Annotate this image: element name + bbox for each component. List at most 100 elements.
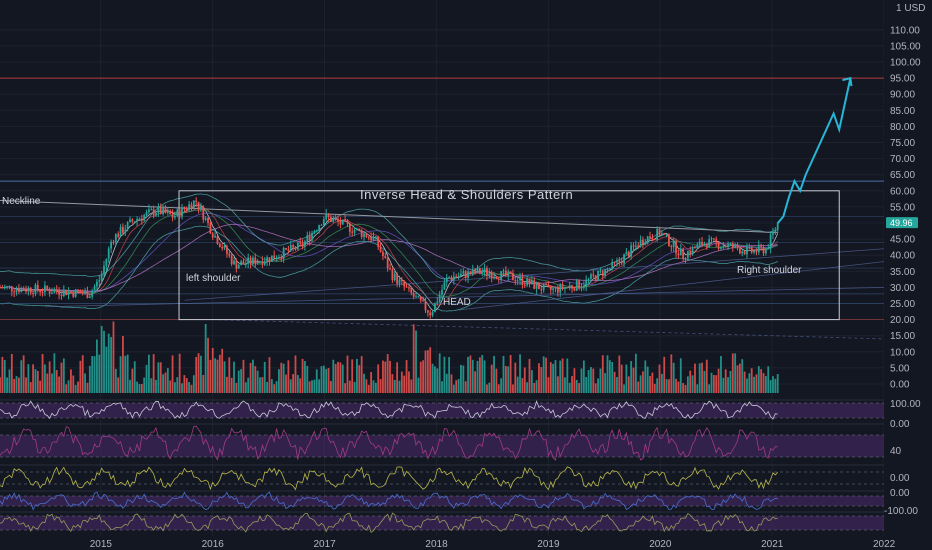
candle-body (701, 241, 703, 246)
osc3-pane-line (0, 512, 778, 534)
volume-bar (242, 359, 245, 393)
candle-body (722, 245, 725, 248)
candle-body (124, 229, 127, 233)
moving-average-line (0, 223, 778, 292)
volume-bar (727, 377, 729, 393)
volume-bar (460, 364, 462, 393)
volume-bar (438, 353, 441, 393)
candle-body (623, 254, 625, 264)
candle-body (594, 275, 597, 281)
candle-body (44, 285, 46, 293)
volume-bar (698, 363, 701, 393)
volume-bar (415, 330, 417, 393)
volume-bar (143, 377, 146, 393)
volume-bar (691, 375, 694, 393)
pane-tick-label: 100.00 (890, 399, 921, 410)
candle-body (41, 292, 44, 294)
candle-body (774, 229, 777, 232)
candle-body (233, 260, 235, 265)
current-price-label: 49.96 (890, 218, 913, 228)
candle-body (280, 256, 283, 259)
volume-bar (450, 374, 453, 393)
volume-bar (46, 373, 49, 393)
candle-body (382, 251, 384, 257)
volume-bar (278, 369, 280, 393)
volume-bar (155, 379, 157, 393)
candle-body (500, 271, 503, 280)
volume-bar (285, 374, 287, 393)
volume-bar (559, 360, 562, 393)
candle-body (419, 296, 422, 301)
volume-bar (214, 358, 217, 393)
osc3-pane-band (0, 516, 884, 530)
volume-bar (117, 377, 120, 393)
volume-bar (471, 359, 474, 393)
candle-body (698, 241, 701, 245)
candle-body (464, 271, 467, 279)
volume-bar (259, 377, 261, 393)
volume-bar (573, 368, 576, 393)
candle-body (618, 260, 621, 262)
candle-body (625, 251, 628, 255)
candle-body (467, 271, 469, 279)
candle-body (377, 236, 380, 248)
candle-body (98, 280, 101, 282)
candle-body (597, 270, 599, 281)
volume-bar (301, 358, 304, 393)
trend-line (184, 248, 885, 301)
volume-bar (124, 355, 127, 393)
candle-body (592, 274, 595, 276)
volume-bar (684, 384, 687, 393)
candle-body (79, 291, 82, 294)
volume-bar (533, 382, 536, 393)
volume-bar (712, 375, 715, 393)
candle-body (70, 291, 72, 293)
candle-body (538, 282, 540, 290)
candle-body (462, 271, 465, 274)
candle-body (117, 234, 120, 237)
candle-body (18, 289, 20, 292)
volume-bar (346, 355, 349, 393)
pane-tick-label: 0.00 (890, 488, 910, 499)
volume-bar (594, 383, 597, 393)
candle-body (211, 233, 214, 238)
volume-bar (646, 366, 649, 393)
volume-bar (48, 361, 51, 393)
candle-body (642, 239, 644, 244)
candle-body (176, 209, 179, 217)
volume-bar (263, 361, 266, 393)
stoch-pane-line (0, 400, 778, 420)
volume-bar (315, 369, 318, 393)
volume-bar (341, 364, 344, 393)
volume-bar (611, 362, 614, 393)
candle-body (344, 219, 347, 221)
candle-body (384, 256, 387, 259)
volume-bar (22, 355, 25, 393)
volume-bar (502, 355, 505, 393)
candle-body (25, 290, 27, 292)
volume-bar (483, 360, 486, 393)
candle-body (670, 246, 673, 248)
volume-bar (417, 377, 420, 393)
candle-body (107, 248, 110, 259)
volume-bar (209, 359, 212, 393)
candle-body (327, 213, 330, 217)
candle-body (237, 265, 240, 269)
candle-body (171, 214, 174, 218)
volume-bar (625, 364, 628, 393)
volume-bar (604, 373, 607, 393)
volume-bar (705, 359, 708, 393)
candle-body (162, 207, 165, 214)
candle-body (266, 257, 269, 262)
volume-bar (159, 362, 162, 393)
candle-body (27, 287, 30, 292)
forecast-path (776, 77, 852, 224)
candle-body (630, 245, 633, 257)
candle-body (292, 245, 295, 248)
candle-body (691, 247, 694, 255)
volume-bar (190, 384, 193, 393)
candle-body (114, 234, 117, 243)
candle-body (727, 244, 729, 248)
time-tick-label: 2022 (873, 539, 896, 550)
volume-bar (145, 364, 148, 393)
